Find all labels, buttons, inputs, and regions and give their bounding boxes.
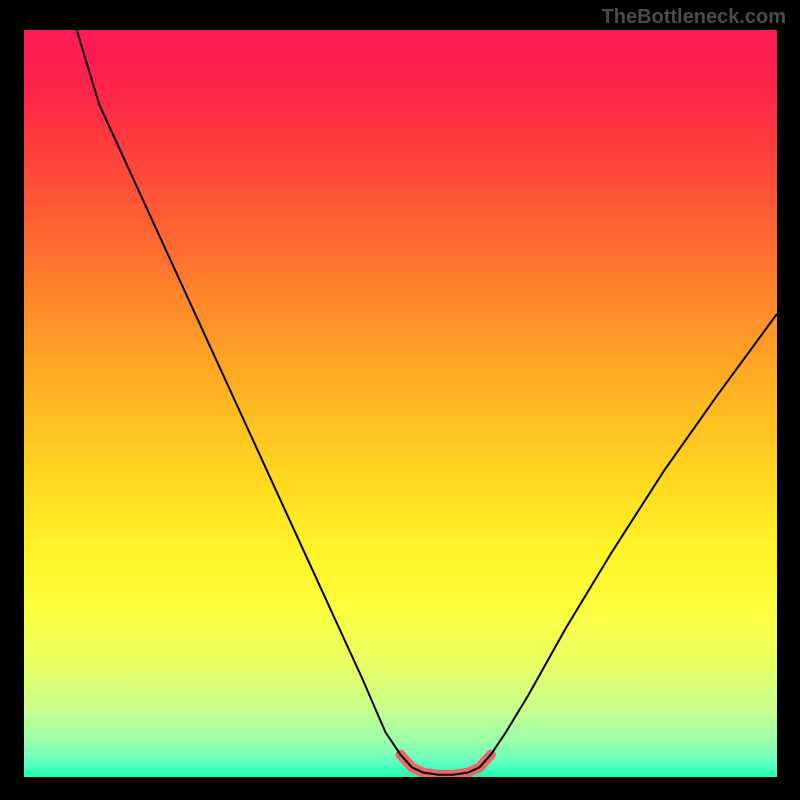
- attribution-text: TheBottleneck.com: [602, 6, 786, 29]
- plot-area: [24, 30, 777, 777]
- plot-background: [24, 30, 777, 777]
- chart-svg: [24, 30, 777, 777]
- chart-container: TheBottleneck.com: [0, 0, 800, 800]
